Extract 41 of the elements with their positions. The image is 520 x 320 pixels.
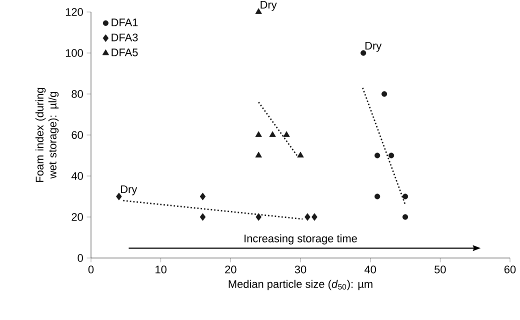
y-axis-title: Foam index (during wet storage): µl/g [35,88,59,182]
point [374,152,380,158]
point [382,91,388,97]
y-tick-label: 20 [72,213,83,221]
point [402,194,408,200]
y-tick-label: 80 [72,90,83,98]
annotation: Dry [121,185,138,196]
point [283,131,290,137]
point [402,214,408,220]
x-tick-label: 30 [294,266,306,274]
x-tick-label: 40 [364,266,376,274]
x-tick-label: 20 [225,266,236,274]
point [255,152,262,158]
point [200,192,206,200]
point [256,213,262,221]
point [255,131,262,137]
x-tick-label: 50 [434,266,446,274]
point [297,152,304,158]
y-tick-label: 100 [66,49,83,57]
annotation: Increasing storage time [244,234,357,244]
point [116,192,122,200]
point [374,194,380,200]
y-tick-label: 120 [66,8,83,16]
x-tick-label: 10 [156,266,166,274]
y-tick-label: 40 [71,172,83,180]
point [269,131,276,137]
y-tick-label: 0 [78,254,83,262]
legend-label: DFA3 [112,34,138,42]
y-tick-label: 60 [72,131,83,139]
point [304,213,310,221]
annotation: Dry [260,0,277,11]
legend-label: DFA1 [112,18,138,26]
x-tick-label: 60 [504,266,516,274]
point [312,213,318,221]
x-tick-label: 0 [88,266,94,274]
point [360,50,366,56]
point [200,213,206,221]
point [388,152,394,158]
legend-label: DFA5 [112,48,138,56]
x-axis-title: Median particle size (d$_{50}$): µm [228,280,372,290]
annotation: Dry [365,42,382,52]
